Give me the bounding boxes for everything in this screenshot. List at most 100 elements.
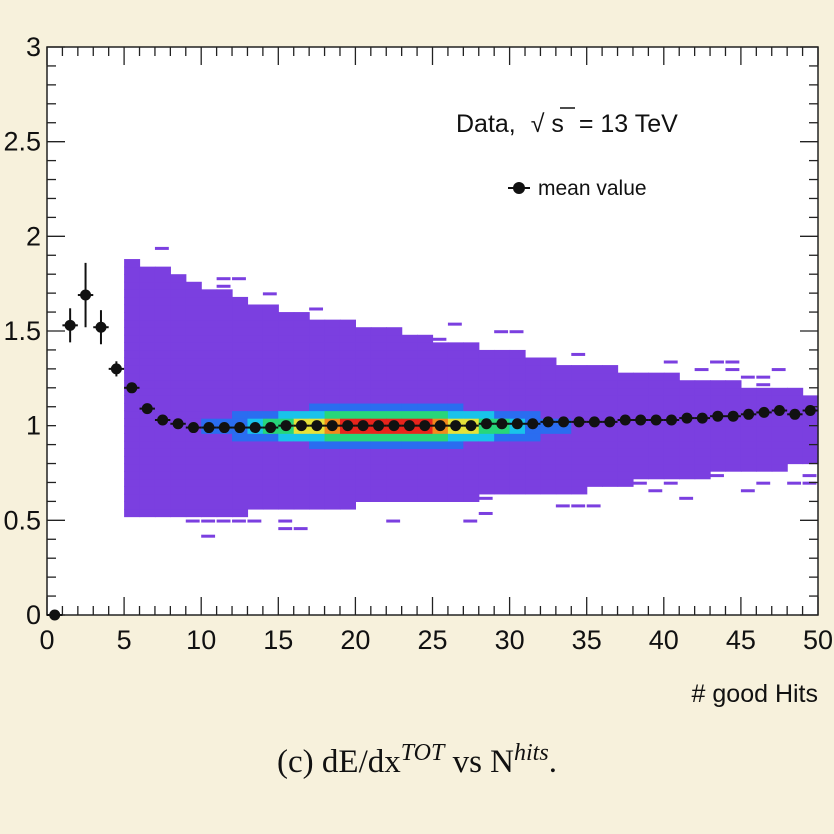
heatmap-cell	[339, 486, 356, 495]
heatmap-cell	[602, 365, 619, 374]
heatmap-cell	[710, 402, 727, 412]
heatmap-cell	[417, 387, 434, 396]
heatmap-cell	[355, 455, 372, 465]
heatmap-cell	[617, 440, 634, 449]
heatmap-cell	[185, 493, 202, 502]
heatmap-cell	[463, 471, 480, 480]
mean-value-point	[280, 420, 292, 432]
heatmap-cell	[509, 471, 526, 480]
heatmap-cell	[725, 463, 742, 472]
heatmap-cell	[278, 486, 295, 495]
heatmap-cell	[417, 395, 434, 404]
heatmap-cell	[632, 455, 649, 465]
heatmap-cell	[262, 327, 279, 336]
heatmap-cell	[170, 448, 187, 457]
heatmap-cell	[555, 471, 572, 480]
heatmap-cell	[509, 425, 526, 434]
heatmap-cell	[540, 478, 557, 487]
heatmap-cell	[278, 327, 295, 336]
heatmap-fringe-cell	[216, 277, 231, 281]
heatmap-cell	[432, 493, 449, 502]
heatmap-cell	[247, 493, 264, 502]
heatmap-cell	[154, 289, 171, 298]
heatmap-cell	[401, 463, 418, 472]
heatmap-cell	[293, 486, 310, 495]
heatmap-cell	[170, 433, 187, 442]
heatmap-cell	[494, 365, 511, 374]
heatmap-cell	[417, 372, 434, 381]
mean-value-point	[696, 412, 708, 424]
heatmap-cell	[154, 425, 171, 434]
heatmap-cell	[787, 425, 804, 434]
heatmap-cell	[201, 501, 218, 510]
heatmap-cell	[571, 372, 588, 381]
heatmap-cell	[324, 486, 341, 495]
mean-value-point	[95, 321, 107, 333]
heatmap-cell	[432, 463, 449, 472]
heatmap-cell	[170, 410, 187, 419]
heatmap-cell	[602, 387, 619, 396]
heatmap-cell	[170, 478, 187, 487]
mean-value-series	[47, 262, 818, 621]
heatmap-cell	[432, 433, 449, 442]
heatmap-fringe-cell	[725, 360, 740, 364]
heatmap-cell	[663, 455, 680, 465]
heatmap-cell	[216, 334, 233, 343]
heatmap-cell	[139, 357, 156, 366]
heatmap-cell	[124, 425, 141, 434]
heatmap-cell	[339, 410, 356, 419]
heatmap-cell	[386, 440, 403, 449]
heatmap-cell	[339, 319, 356, 328]
heatmap-fringe-cell	[201, 534, 216, 538]
mean-value-point	[681, 412, 693, 424]
heatmap-cell	[262, 448, 279, 457]
heatmap-cell	[139, 433, 156, 442]
heatmap-cell	[185, 402, 202, 412]
mean-value-point	[234, 422, 246, 434]
heatmap-cell	[139, 425, 156, 434]
heatmap-fringe-cell	[555, 504, 570, 508]
heatmap-cell	[355, 380, 372, 389]
heatmap-cell	[170, 312, 187, 321]
heatmap-cell	[432, 410, 449, 419]
heatmap-cell	[509, 387, 526, 396]
heatmap-cell	[201, 440, 218, 449]
heatmap-cell	[740, 402, 757, 412]
heatmap-cell	[216, 448, 233, 457]
heatmap-cell	[309, 357, 326, 366]
heatmap-cell	[124, 259, 141, 268]
heatmap-cell	[370, 440, 387, 449]
heatmap-cell	[216, 433, 233, 442]
heatmap-cell	[278, 387, 295, 396]
heatmap-cell	[586, 471, 603, 480]
heatmap-cell	[555, 433, 572, 442]
heatmap-cell	[386, 327, 403, 336]
heatmap-fringe-cell	[262, 292, 277, 296]
heatmap-cell	[463, 380, 480, 389]
heatmap-cell	[648, 425, 665, 434]
mean-value-point	[666, 414, 678, 426]
heatmap-cell	[740, 448, 757, 457]
heatmap-cell	[663, 471, 680, 480]
heatmap-cell	[617, 455, 634, 465]
heatmap-cell	[710, 387, 727, 396]
heatmap-cell	[309, 493, 326, 502]
heatmap-cell	[201, 365, 218, 374]
heatmap-cell	[355, 471, 372, 480]
heatmap-cell	[278, 433, 295, 442]
heatmap-cell	[478, 433, 495, 442]
heatmap-cell	[247, 380, 264, 389]
heatmap-cell	[293, 334, 310, 343]
mean-value-point	[758, 406, 770, 418]
heatmap-cell	[386, 433, 403, 442]
heatmap-cell	[262, 493, 279, 502]
heatmap-cell	[139, 508, 156, 518]
heatmap-cell	[324, 319, 341, 328]
heatmap-cell	[154, 501, 171, 510]
heatmap-cell	[401, 395, 418, 404]
heatmap-cell	[309, 448, 326, 457]
heatmap-cell	[386, 448, 403, 457]
heatmap-cell	[540, 387, 557, 396]
heatmap-cell	[216, 357, 233, 366]
heatmap-cell	[463, 478, 480, 487]
